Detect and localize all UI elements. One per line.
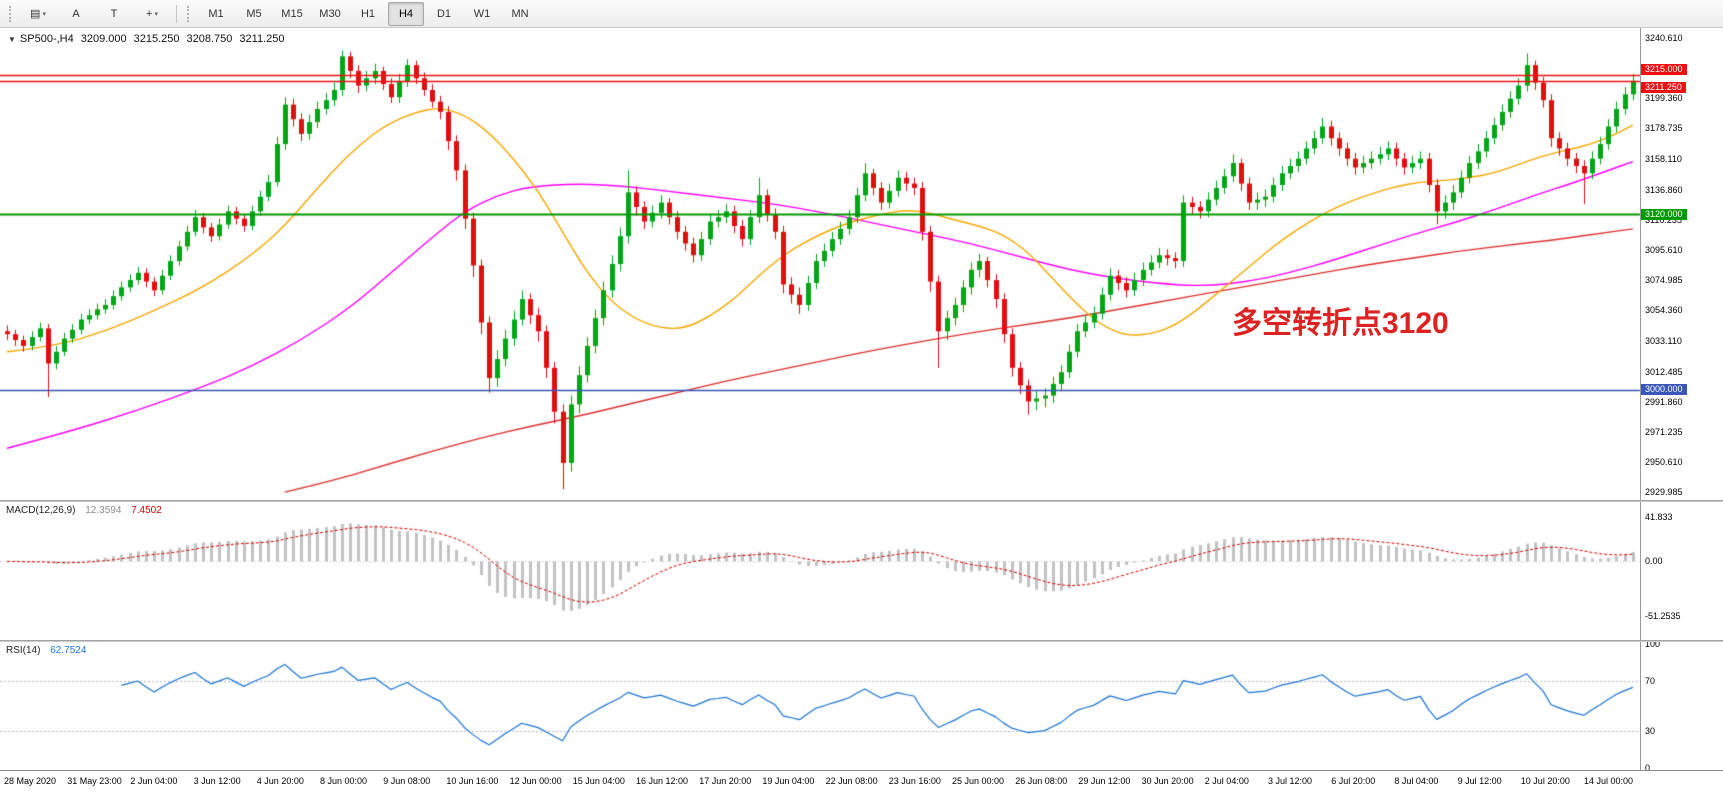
price-line-badge: 3215.000 <box>1641 64 1687 76</box>
ohlc-low: 3208.750 <box>186 33 233 45</box>
price-chart-canvas[interactable] <box>0 28 1723 794</box>
timeframe-d1-button[interactable]: D1 <box>436 7 452 20</box>
price-axis-label: 3074.985 <box>1645 275 1683 286</box>
macd-axis-label: 41.833 <box>1645 511 1673 522</box>
time-axis-label: 6 Jul 20:00 <box>1331 776 1376 786</box>
time-axis-label: 2 Jul 04:00 <box>1204 776 1249 786</box>
time-axis-label: 19 Jun 04:00 <box>762 776 815 786</box>
timeframe-mn-button[interactable]: MN <box>511 7 529 20</box>
time-axis-label: 12 Jun 00:00 <box>509 776 562 786</box>
macd-name: MACD(12,26,9) <box>6 505 76 516</box>
time-axis-label: 2 Jun 04:00 <box>130 776 178 786</box>
time-axis-label: 30 Jun 20:00 <box>1141 776 1194 786</box>
timeframe-m15-button[interactable]: M15 <box>281 7 303 20</box>
time-axis-label: 14 Jul 00:00 <box>1584 776 1634 786</box>
chevron-down-icon: ▾ <box>154 10 158 18</box>
rsi-axis-label: 100 <box>1645 639 1661 649</box>
chart-title-bar: ▼ SP500-,H4 3209.000 3215.250 3208.750 3211.2… <box>8 33 284 45</box>
rsi-axis-label: 0 <box>1645 763 1651 773</box>
time-axis-label: 15 Jun 04:00 <box>572 776 625 786</box>
pane-splitter-rsi[interactable] <box>0 640 1723 642</box>
rsi-label: RSI(14) 62.7524 <box>6 645 86 656</box>
price-axis-label: 2950.610 <box>1645 457 1683 467</box>
time-axis-label: 23 Jun 16:00 <box>888 776 941 786</box>
toolbar: ▤ ▾ A T + ▾ M1 M5 M15 M30 H1 H4 D1 W1 MN <box>0 0 1723 28</box>
cursor-tool-button[interactable]: A <box>58 2 94 26</box>
time-axis-label: 16 Jun 12:00 <box>636 776 689 786</box>
price-line-badge: 3120.000 <box>1641 208 1687 220</box>
time-axis-label: 22 Jun 08:00 <box>825 776 878 786</box>
macd-value: 12.3594 <box>85 505 122 516</box>
rsi-value: 62.7524 <box>50 645 87 656</box>
price-axis-label: 3116.235 <box>1645 214 1682 225</box>
time-axis-label: 8 Jun 00:00 <box>320 776 368 786</box>
chart-window[interactable]: ▼ SP500-,H4 3209.000 3215.250 3208.750 3211.2… <box>0 28 1723 795</box>
price-axis-label: 3178.735 <box>1645 123 1683 134</box>
time-axis-label: 10 Jun 16:00 <box>446 776 499 786</box>
chart-type-menu-icon: ▤ <box>30 8 41 20</box>
time-axis-label: 29 Jun 12:00 <box>1078 776 1131 786</box>
ohlc-close: 3211.250 <box>239 33 285 45</box>
time-axis-label: 26 Jun 08:00 <box>1015 776 1068 786</box>
price-axis-label: 2971.235 <box>1645 426 1683 437</box>
time-axis-label: 3 Jul 12:00 <box>1268 776 1313 786</box>
price-axis-label: 3033.110 <box>1645 336 1682 347</box>
rsi-axis-label: 70 <box>1645 676 1656 687</box>
price-axis-separator <box>1640 28 1641 770</box>
macd-label: MACD(12,26,9) 12.3594 7.4502 <box>6 505 162 516</box>
ohlc-open: 3209.000 <box>80 33 127 45</box>
price-axis-label: 3136.860 <box>1645 184 1683 195</box>
cursor-tool-icon: A <box>72 7 80 20</box>
time-axis-label: 28 May 2020 <box>4 776 57 786</box>
time-axis-label: 9 Jul 12:00 <box>1457 776 1502 786</box>
price-axis-label: 3199.360 <box>1645 93 1683 104</box>
time-axis-label: 8 Jul 04:00 <box>1394 776 1439 786</box>
time-axis-label: 3 Jun 12:00 <box>193 776 241 786</box>
price-line-badge: 3211.250 <box>1641 81 1686 93</box>
chevron-down-icon: ▾ <box>42 10 46 18</box>
price-axis-label: 3054.360 <box>1645 305 1683 316</box>
toolbar-separator <box>176 4 177 23</box>
price-axis-label: 2991.860 <box>1645 396 1683 407</box>
time-axis-label: 25 Jun 00:00 <box>952 776 1005 786</box>
chart-type-menu-button[interactable]: ▤ ▾ <box>20 2 56 26</box>
timeframe-m30-button[interactable]: M30 <box>319 7 341 20</box>
macd-signal-value: 7.4502 <box>131 505 162 516</box>
chart-symbol-period: SP500-,H4 <box>19 33 74 45</box>
timeframe-m1-button[interactable]: M1 <box>208 7 224 20</box>
time-axis-label: 10 Jul 20:00 <box>1520 776 1570 786</box>
macd-axis-label: 0.00 <box>1645 556 1663 567</box>
timeframe-h4-button[interactable]: H4 <box>388 1 424 26</box>
ohlc-high: 3215.250 <box>133 33 180 45</box>
rsi-name: RSI(14) <box>6 645 41 656</box>
macd-axis-label: -51.2535 <box>1645 611 1681 622</box>
price-line-badge: 3000.000 <box>1641 384 1687 396</box>
price-axis-label: 3240.610 <box>1645 32 1683 43</box>
timeframe-h1-button[interactable]: H1 <box>360 7 376 20</box>
timeframe-w1-button[interactable]: W1 <box>473 7 491 20</box>
text-tool-icon: T <box>110 7 118 20</box>
price-axis-label: 3095.610 <box>1645 244 1683 255</box>
line-studies-menu-icon: + <box>146 7 153 20</box>
price-axis-label: 3012.485 <box>1645 366 1683 377</box>
line-studies-menu-button[interactable]: + ▾ <box>134 2 170 26</box>
chart-marker-icon: ▼ <box>8 35 16 44</box>
time-axis-label: 9 Jun 08:00 <box>383 776 431 786</box>
price-axis-label: 3158.110 <box>1645 153 1682 164</box>
chart-annotation-text: 多空转折点3120 <box>1232 307 1449 340</box>
time-axis: 28 May 2020 31 May 23:00 2 Jun 04:00 3 Jun … <box>0 770 1723 795</box>
timeframe-m5-button[interactable]: M5 <box>246 7 262 20</box>
pane-splitter-macd[interactable] <box>0 500 1723 502</box>
time-axis-label: 17 Jun 20:00 <box>699 776 752 786</box>
toolbar-drag-handle[interactable] <box>187 5 192 22</box>
text-tool-button[interactable]: T <box>96 2 132 26</box>
price-axis-label: 2929.985 <box>1645 487 1683 498</box>
time-axis-label: 4 Jun 20:00 <box>256 776 304 786</box>
rsi-axis-label: 30 <box>1645 725 1656 736</box>
time-axis-label: 31 May 23:00 <box>67 776 122 786</box>
toolbar-drag-handle[interactable] <box>9 5 14 22</box>
